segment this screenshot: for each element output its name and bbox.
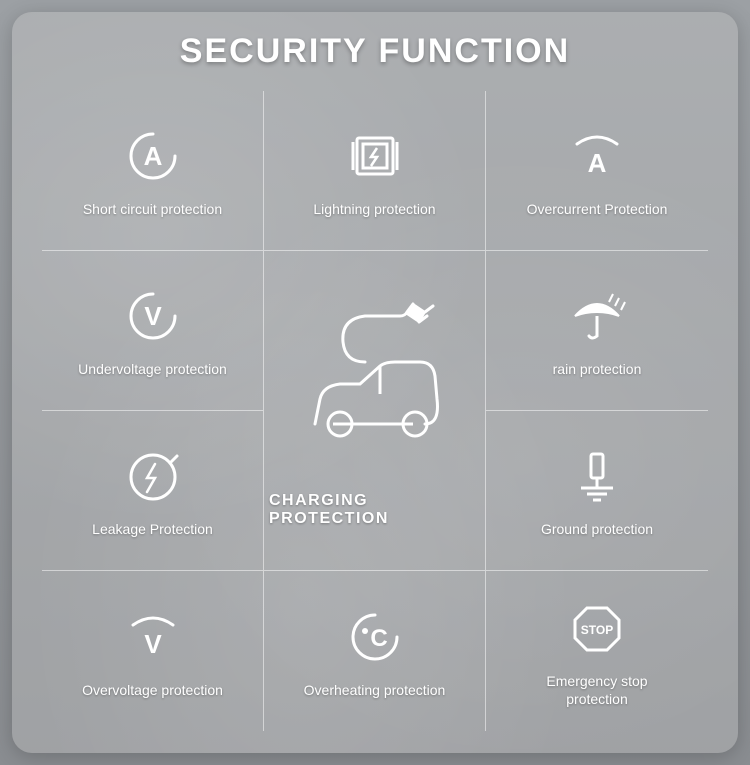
overcurrent-icon: A (557, 122, 637, 192)
rain-label: rain protection (553, 360, 642, 378)
charging-car-icon (285, 294, 465, 474)
cell-overvoltage: V Overvoltage protection (42, 571, 264, 731)
overheating-icon: C (335, 603, 415, 673)
overvoltage-icon: V (113, 603, 193, 673)
lightning-label: Lightning protection (313, 200, 435, 218)
cell-lightning: Lightning protection (264, 91, 486, 251)
overcurrent-label: Overcurrent Protection (527, 200, 668, 218)
ground-label: Ground protection (541, 520, 653, 538)
cell-ground: Ground protection (486, 411, 708, 571)
lightning-icon (335, 122, 415, 192)
overheating-label: Overheating protection (304, 681, 446, 699)
svg-text:V: V (144, 301, 162, 331)
svg-text:C: C (370, 625, 387, 652)
short-circuit-label: Short circuit protection (83, 200, 222, 218)
svg-text:A: A (143, 141, 162, 171)
undervoltage-icon: V (113, 282, 193, 352)
cell-emergency-stop: STOP Emergency stop protection (486, 571, 708, 731)
cell-overheating: C Overheating protection (264, 571, 486, 731)
page-title: SECURITY FUNCTION (42, 32, 708, 71)
center-label: CHARGING PROTECTION (269, 492, 480, 528)
ground-icon (557, 442, 637, 512)
cell-short-circuit: A Short circuit protection (42, 91, 264, 251)
short-circuit-icon: A (113, 122, 193, 192)
security-panel: SECURITY FUNCTION A Short circuit protec… (12, 12, 738, 753)
cell-leakage: Leakage Protection (42, 411, 264, 571)
cell-undervoltage: V Undervoltage protection (42, 251, 264, 411)
overvoltage-label: Overvoltage protection (82, 681, 223, 699)
svg-text:A: A (588, 148, 607, 178)
undervoltage-label: Undervoltage protection (78, 360, 227, 378)
leakage-icon (113, 442, 193, 512)
rain-icon (557, 282, 637, 352)
leakage-label: Leakage Protection (92, 520, 213, 538)
svg-text:STOP: STOP (581, 623, 613, 637)
svg-text:V: V (144, 629, 162, 659)
feature-grid: A Short circuit protection Lightning pro… (42, 91, 708, 731)
emergency-stop-icon: STOP (557, 594, 637, 664)
cell-center: CHARGING PROTECTION (264, 251, 486, 571)
cell-overcurrent: A Overcurrent Protection (486, 91, 708, 251)
cell-rain: rain protection (486, 251, 708, 411)
emergency-stop-label: Emergency stop protection (546, 672, 647, 708)
